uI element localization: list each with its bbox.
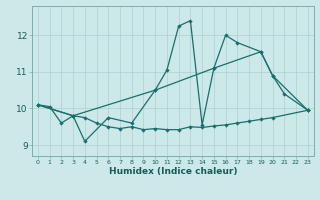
X-axis label: Humidex (Indice chaleur): Humidex (Indice chaleur) bbox=[108, 167, 237, 176]
